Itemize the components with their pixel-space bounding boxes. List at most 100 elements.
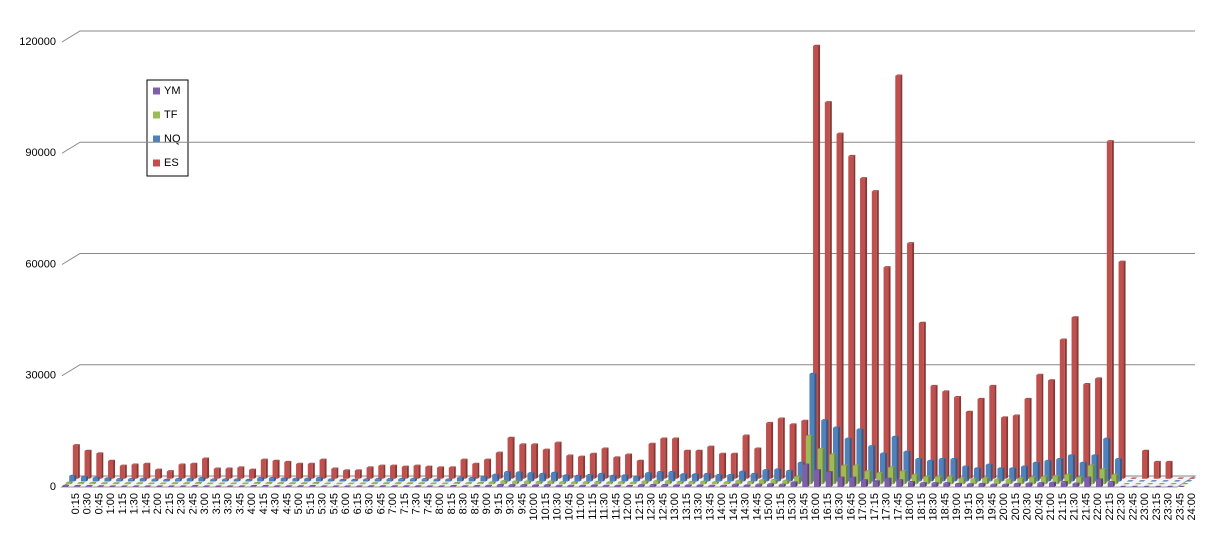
bar-front — [507, 437, 513, 479]
bar — [1126, 480, 1134, 482]
bar — [191, 485, 199, 487]
bar-top — [684, 484, 692, 486]
bar-side — [442, 466, 445, 479]
bar-front — [425, 466, 431, 479]
bar — [503, 471, 511, 482]
bar — [331, 467, 339, 479]
bar — [931, 482, 939, 487]
bar — [257, 476, 265, 482]
bar-side — [537, 484, 539, 487]
bar-side — [293, 482, 296, 485]
bar-top — [1087, 464, 1095, 466]
x-tick-label: 15:15 — [775, 493, 787, 521]
bar-front — [676, 482, 682, 485]
bar — [649, 483, 657, 487]
bar-top — [1064, 473, 1072, 475]
bar — [92, 476, 100, 482]
bar-front — [935, 476, 941, 485]
bar-side — [1108, 437, 1111, 482]
bar — [1123, 483, 1131, 485]
bar-side — [352, 482, 355, 485]
bar-side — [1006, 416, 1009, 479]
bar-side — [665, 437, 668, 479]
bar-top — [230, 482, 238, 484]
bar-top — [621, 474, 629, 476]
bar-side — [1065, 480, 1068, 487]
bar-side — [1101, 478, 1103, 487]
bar-front — [202, 458, 208, 479]
bar-front — [484, 459, 490, 479]
bar-front — [731, 484, 737, 487]
bar — [589, 452, 597, 479]
bar-top — [829, 453, 837, 455]
bar-top — [755, 483, 763, 485]
bar-front — [589, 453, 595, 479]
bar — [1189, 477, 1197, 479]
bar — [1020, 465, 1028, 482]
bar-top — [923, 475, 931, 477]
bar-front — [990, 484, 996, 487]
bar-side — [564, 481, 567, 485]
bar-top — [955, 482, 962, 485]
bar-top — [468, 476, 476, 479]
bar-front — [720, 485, 725, 487]
bar-front — [1049, 482, 1054, 487]
bar — [401, 465, 409, 479]
bar — [743, 484, 751, 487]
bar-top — [476, 481, 484, 484]
bar-front — [649, 485, 655, 487]
bar-front — [100, 483, 106, 485]
bar — [539, 472, 547, 482]
bar-side — [207, 457, 210, 479]
x-tick-label: 19:00 — [951, 493, 963, 521]
bar-front — [691, 474, 697, 482]
bar-side — [430, 465, 433, 479]
bar-front — [931, 483, 937, 487]
bar-top — [625, 453, 633, 455]
x-tick-label: 22:00 — [1092, 493, 1104, 521]
bar-top — [136, 482, 144, 484]
bar-top — [688, 480, 696, 483]
bar — [97, 485, 105, 487]
bar — [1056, 458, 1064, 482]
bar-side — [795, 481, 798, 487]
bar-top — [532, 484, 539, 486]
bar-side — [1069, 473, 1072, 485]
bar-side — [359, 469, 362, 479]
bar-top — [221, 478, 229, 480]
bar — [614, 484, 622, 487]
bar-side — [1100, 377, 1103, 479]
bar — [1037, 482, 1045, 487]
bar — [371, 482, 379, 485]
bar — [1146, 483, 1154, 485]
bar-side — [536, 443, 539, 479]
bar-side — [619, 484, 622, 487]
bar-side — [470, 482, 473, 485]
bar-front — [978, 484, 984, 487]
bar-top — [312, 481, 320, 484]
bar-front — [213, 468, 219, 479]
bar-side — [172, 485, 175, 487]
bar-side — [144, 477, 147, 482]
bar-top — [579, 484, 586, 486]
x-tick-label: 3:00 — [199, 493, 211, 514]
bar — [1064, 473, 1072, 485]
bar-top — [260, 458, 268, 460]
bar-top — [1126, 480, 1134, 482]
bar-side — [740, 479, 743, 485]
x-tick-label: 14:30 — [740, 493, 752, 521]
bar-front — [727, 475, 733, 482]
bar — [374, 478, 382, 482]
bar-side — [525, 484, 528, 487]
x-tick-label: 15:45 — [798, 493, 810, 521]
bar-front — [547, 481, 553, 485]
bar-top — [1017, 477, 1025, 479]
bar-top — [465, 482, 473, 484]
bar-front — [155, 469, 161, 479]
bar-top — [1146, 483, 1154, 485]
bar-top — [543, 484, 551, 486]
bar-top — [1036, 373, 1044, 375]
bar — [871, 190, 879, 479]
bar-top — [1072, 482, 1080, 484]
bar — [77, 481, 85, 485]
